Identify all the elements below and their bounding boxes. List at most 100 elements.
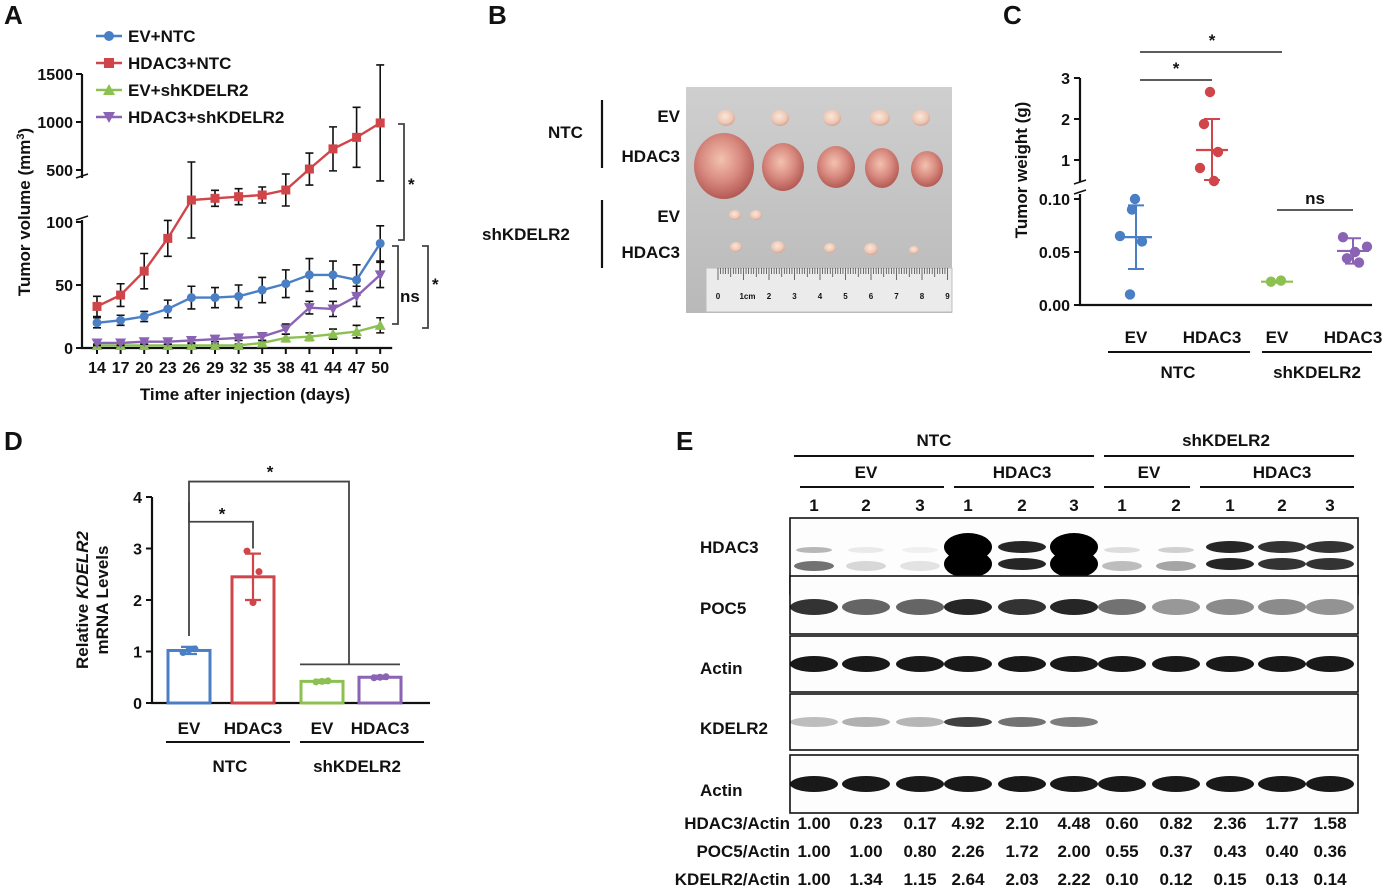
panel-a-marker: [163, 304, 173, 314]
panel-c-point: [1129, 193, 1141, 205]
panel-d-bracket: [188, 480, 350, 665]
panel-a-marker: [327, 328, 339, 339]
blot-quant-value: 1.00: [797, 870, 830, 889]
panel-a-marker: [186, 195, 196, 205]
legend-label: EV+NTC: [128, 27, 196, 46]
blot-band: [944, 550, 992, 578]
ruler-label: 2: [767, 292, 772, 301]
panel-c-y-axis-label: Tumor weight (g): [1012, 102, 1031, 239]
panel-a-xtick-label: 44: [324, 360, 342, 377]
blot-band: [998, 717, 1046, 727]
blot-band: [1152, 599, 1200, 615]
panel-a-marker: [234, 192, 244, 202]
blot-lane-number: 1: [963, 496, 972, 515]
tumor-ntc-hdac3: [865, 148, 899, 188]
blot-band: [1152, 656, 1200, 672]
tumor-ntc-hdac3: [817, 146, 855, 188]
panel-a-marker: [374, 319, 386, 330]
blot-quant-value: 1.00: [797, 842, 830, 861]
panel-a-marker: [116, 290, 126, 300]
blot-band: [1158, 547, 1194, 553]
panel-d-y-axis-label-1: Relative KDELR2: [73, 530, 92, 668]
panel-d-annotations: **: [188, 463, 400, 666]
blot-subgroup-label: EV: [855, 463, 878, 482]
photo-row-label-2: HDAC3: [621, 147, 680, 166]
blot-quant-value: 0.12: [1159, 870, 1192, 889]
panel-c-group-4: [1337, 231, 1373, 268]
blot-quant-value: 0.55: [1105, 842, 1138, 861]
panel-label-b: B: [488, 0, 507, 30]
blot-band-label: Actin: [700, 659, 743, 678]
blot-quant-value: 1.72: [1005, 842, 1038, 861]
legend-marker: [103, 84, 115, 95]
blot-band: [794, 561, 834, 571]
blot-band: [1050, 550, 1098, 578]
blot-band: [1206, 541, 1254, 553]
panel-c-annotation: *: [1173, 59, 1180, 78]
tumor-photo-ruler: 0 1cm 2 3 4 5 6 7 8 9: [705, 267, 953, 313]
panel-a-ticks: 0 50 100 500 1000 1500 14 17 20 23 26 29 32 35 38 41 44 4…: [37, 67, 389, 377]
panel-a-marker: [257, 285, 267, 295]
panel-d-point: [249, 599, 257, 607]
ruler-label: 0: [716, 292, 721, 301]
blot-band: [900, 561, 940, 571]
panel-d-point: [370, 674, 378, 682]
ruler-label: 9: [945, 292, 950, 301]
blot-band: [1098, 599, 1146, 615]
blot-band-label: Actin: [700, 781, 743, 800]
tumor-ntc-ev: [870, 110, 890, 126]
blot-band: [1206, 776, 1254, 792]
blot-band: [1306, 599, 1354, 615]
panel-c-group-3: [1261, 275, 1293, 287]
panel-c-point: [1126, 204, 1138, 215]
blot-band: [1104, 547, 1140, 553]
panel-d-group-label: shKDELR2: [313, 757, 401, 776]
blot-lane-number: 3: [1325, 496, 1334, 515]
blot-band: [842, 717, 890, 727]
panel-a-xtick-label: 50: [371, 360, 389, 377]
panel-a-marker: [256, 332, 268, 343]
blot-band: [1206, 656, 1254, 672]
panel-a-marker: [375, 118, 385, 128]
panel-a-marker: [116, 315, 126, 325]
panel-d: D Relative KDELR2 mRNA Levels 0 1 2 3 4 EV HDA…: [4, 426, 430, 776]
blot-subgroup-label: HDAC3: [993, 463, 1052, 482]
panel-c-point: [1198, 118, 1210, 130]
blot-quant-value: 0.37: [1159, 842, 1192, 861]
panel-a-ytick-label: 1500: [37, 67, 73, 84]
panel-a-xtick-label: 26: [183, 360, 201, 377]
blot-quant-value: 0.10: [1105, 870, 1138, 889]
blot-lane-number: 2: [1017, 496, 1026, 515]
blot-quant-label: POC5/Actin: [696, 842, 790, 861]
blot-quant-value: 0.43: [1213, 842, 1246, 861]
panel-c: C Tumor weight (g) 0.00 0.05 0.10 1 2 3 EV HDAC…: [1003, 0, 1382, 382]
tumor-sh-hdac3: [771, 241, 785, 253]
blot-quant-value: 2.22: [1057, 870, 1090, 889]
ruler-label: 6: [869, 292, 874, 301]
panel-c-ytick-label: 1: [1061, 153, 1070, 170]
panel-a-ytick-label: 50: [55, 278, 73, 295]
panel-a-line: [96, 242, 382, 324]
blot-quant-label: KDELR2/Actin: [675, 870, 790, 889]
blot-band: [998, 558, 1046, 570]
tumor-ntc-ev: [912, 110, 930, 126]
legend-marker: [104, 31, 114, 41]
panel-a-marker: [280, 324, 292, 335]
panel-a-annotation: *: [432, 275, 439, 294]
panel-c-point: [1136, 236, 1148, 247]
tumor-sh-hdac3: [730, 242, 742, 252]
panel-a-marker: [139, 312, 149, 321]
panel-a-marker: [328, 144, 338, 154]
panel-a-marker: [234, 291, 244, 301]
blot-band: [848, 547, 884, 553]
panel-d-ytick-label: 1: [133, 645, 142, 662]
blot-quant-value: 1.34: [849, 870, 883, 889]
panel-c-points: [1114, 86, 1373, 300]
blot-band: [944, 776, 992, 792]
panel-c-annotations: * * ns: [1140, 31, 1353, 211]
blot-band: [1258, 599, 1306, 615]
panel-a: A Tumor volume (mm3) Time after injectio…: [4, 0, 439, 404]
panel-a-marker: [351, 326, 363, 337]
blot-band: [944, 599, 992, 615]
